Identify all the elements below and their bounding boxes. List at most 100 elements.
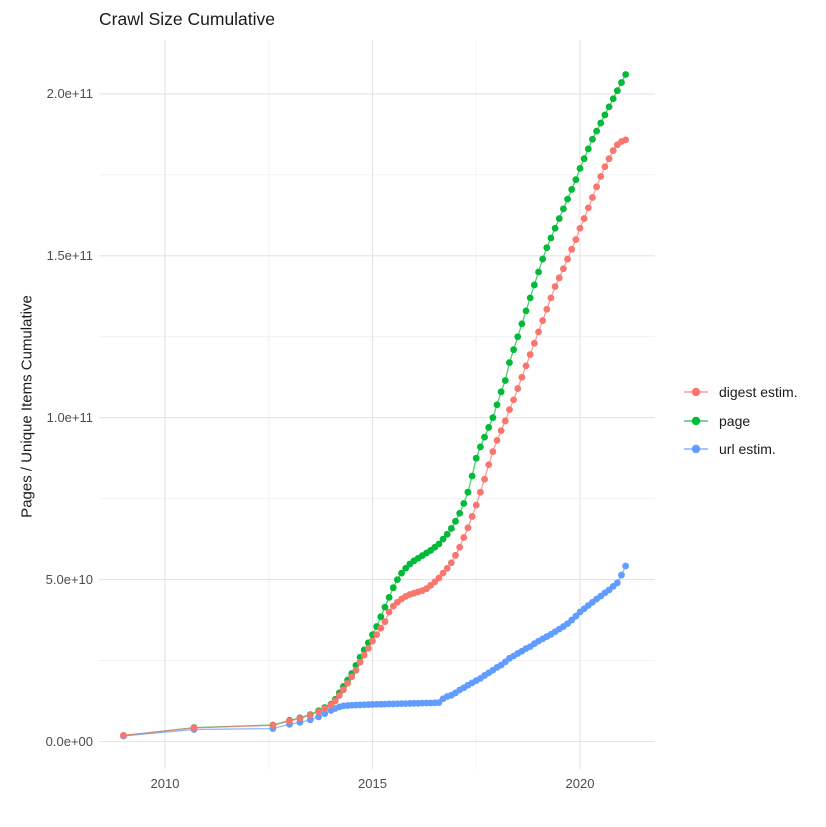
- gridlines: [99, 40, 655, 769]
- data-point: [439, 569, 447, 577]
- data-point: [618, 571, 625, 579]
- data-point: [622, 562, 630, 570]
- legend-dot: [691, 388, 701, 397]
- x-tick-label: 2010: [150, 776, 180, 791]
- data-point: [518, 373, 526, 381]
- data-point: [530, 281, 538, 289]
- data-point: [514, 385, 522, 392]
- data-point: [514, 333, 522, 341]
- data-point: [555, 274, 563, 282]
- data-point: [443, 530, 451, 538]
- data-point: [327, 701, 335, 709]
- data-point: [485, 424, 493, 431]
- data-point: [296, 715, 304, 722]
- data-point: [443, 564, 451, 572]
- data-point: [510, 346, 517, 354]
- data-point: [522, 362, 530, 370]
- legend-key-page-icon: [684, 416, 708, 425]
- data-point: [589, 194, 596, 201]
- data-point: [321, 705, 329, 712]
- data-point: [381, 603, 389, 611]
- data-point: [356, 658, 364, 666]
- data-point: [622, 71, 630, 78]
- legend-dot: [691, 445, 701, 454]
- data-point: [286, 717, 293, 725]
- legend-label-page: page: [719, 412, 751, 429]
- data-point: [589, 135, 596, 143]
- data-point: [555, 215, 563, 222]
- data-point: [605, 103, 613, 111]
- legend-item-digest-estim: digest estim.: [683, 378, 798, 407]
- data-point: [518, 320, 526, 328]
- data-point: [593, 183, 600, 191]
- data-point: [435, 540, 443, 548]
- data-point: [510, 396, 517, 404]
- data-point: [493, 436, 501, 444]
- data-point: [468, 513, 476, 520]
- data-point: [344, 679, 351, 687]
- data-point: [497, 388, 505, 396]
- data-point: [543, 305, 551, 313]
- series-digest-estim-: [120, 136, 630, 739]
- data-point: [584, 204, 592, 212]
- series-line: [123, 139, 626, 736]
- data-point: [331, 697, 339, 705]
- data-point: [190, 724, 198, 732]
- data-point: [576, 164, 584, 172]
- data-point: [447, 559, 455, 567]
- data-point: [501, 377, 509, 384]
- legend: digest estim. page url estim.: [683, 378, 798, 464]
- data-point: [489, 448, 497, 456]
- y-tick-label: 1.5e+11: [46, 248, 93, 264]
- data-point: [452, 551, 459, 559]
- data-point: [398, 569, 405, 577]
- data-point: [568, 186, 576, 193]
- data-point: [493, 401, 501, 409]
- data-point: [321, 710, 329, 718]
- data-point: [547, 234, 555, 242]
- x-tick-label: 2020: [565, 776, 595, 791]
- data-point: [522, 307, 530, 315]
- data-point: [543, 244, 551, 252]
- chart-title: Crawl Size Cumulative: [99, 9, 276, 29]
- data-point: [547, 294, 555, 302]
- legend-key-url-icon: [684, 445, 708, 454]
- legend-label-url: url estim.: [719, 441, 776, 458]
- data-point: [613, 87, 621, 95]
- data-point: [564, 255, 571, 263]
- y-tick-label: 5.0e+10: [45, 572, 93, 588]
- data-point: [385, 594, 393, 601]
- data-point: [485, 461, 493, 469]
- data-point: [373, 631, 381, 639]
- series-url-estim-: [120, 562, 630, 740]
- data-point: [456, 509, 464, 517]
- data-point: [489, 414, 497, 422]
- data-point: [377, 624, 385, 632]
- data-point: [560, 265, 567, 273]
- legend-label-digest: digest estim.: [719, 384, 798, 401]
- data-point: [369, 637, 376, 645]
- data-point: [535, 328, 542, 336]
- data-point: [447, 525, 455, 532]
- data-point: [456, 543, 464, 551]
- data-point: [120, 731, 127, 739]
- data-point: [452, 517, 459, 525]
- data-point: [572, 612, 580, 620]
- data-point: [618, 79, 625, 86]
- data-point: [385, 608, 393, 616]
- data-point: [460, 534, 468, 541]
- data-point: [360, 651, 368, 659]
- data-point: [435, 574, 443, 582]
- data-point: [530, 339, 538, 347]
- x-tick-label: 2015: [358, 776, 387, 791]
- legend-item-page: page: [683, 407, 798, 436]
- data-point: [539, 317, 547, 324]
- data-point: [315, 708, 322, 716]
- data-point: [601, 111, 609, 119]
- data-point: [439, 535, 447, 543]
- data-point: [352, 666, 360, 674]
- data-point: [551, 224, 559, 232]
- data-point: [481, 433, 488, 441]
- legend-item-url-estim: url estim.: [683, 435, 798, 464]
